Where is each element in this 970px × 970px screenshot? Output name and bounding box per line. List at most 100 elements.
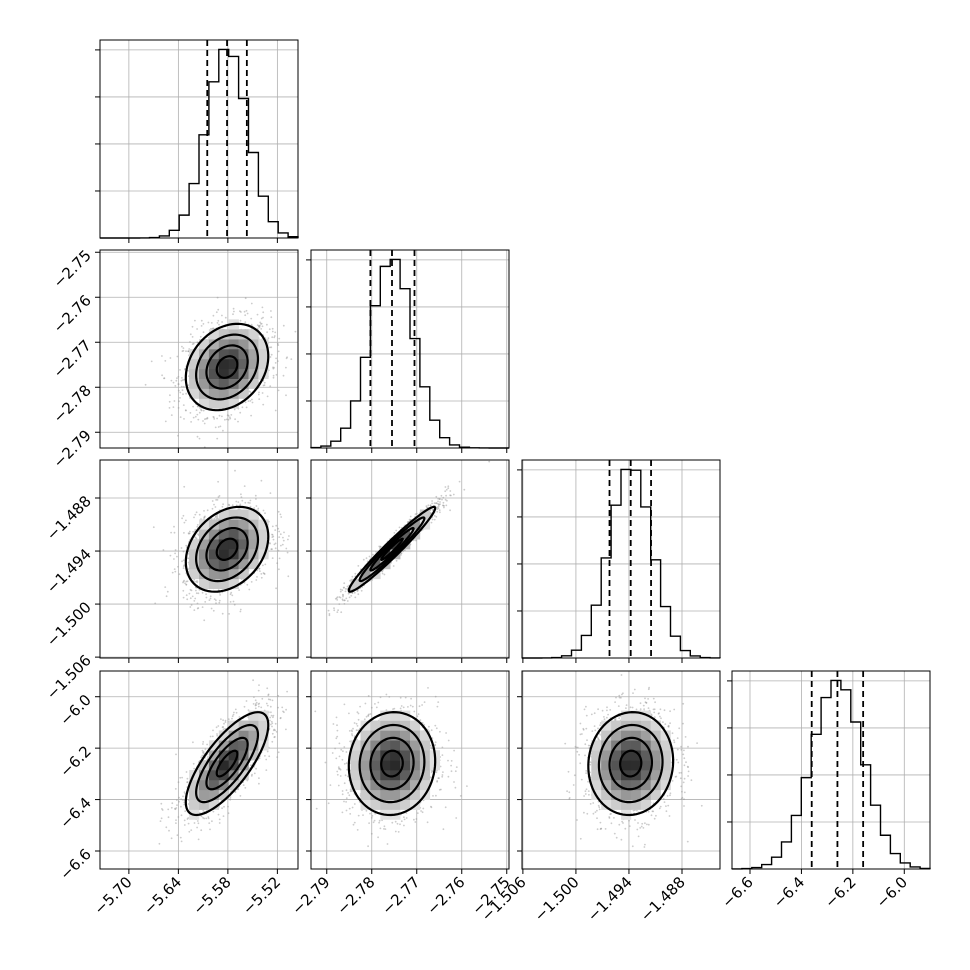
scatter-point xyxy=(244,401,247,404)
scatter-point xyxy=(191,336,194,338)
scatter-point xyxy=(255,505,258,507)
scatter-point xyxy=(215,602,217,605)
scatter-point xyxy=(277,344,280,346)
y-tick-label: −2.78 xyxy=(50,381,95,426)
scatter-point xyxy=(275,587,277,590)
scatter-point xyxy=(178,796,180,799)
scatter-point xyxy=(189,341,191,343)
scatter-point xyxy=(348,596,351,599)
density-cell xyxy=(199,539,210,550)
density-cell xyxy=(218,519,229,530)
density-cell xyxy=(218,388,229,399)
density-layer xyxy=(100,460,298,658)
scatter-point xyxy=(241,499,244,502)
scatter-point xyxy=(256,313,259,316)
scatter-point xyxy=(265,769,268,771)
scatter-point xyxy=(212,416,215,418)
contour-line xyxy=(205,526,249,572)
density-cell xyxy=(360,568,371,580)
density-cell xyxy=(238,388,249,399)
scatter-point xyxy=(435,515,438,518)
scatter-point xyxy=(165,595,168,598)
scatter-point xyxy=(218,601,221,604)
scatter-point xyxy=(232,600,235,603)
contour-line xyxy=(184,322,270,412)
scatter-point xyxy=(279,513,282,516)
scatter-point xyxy=(270,316,273,319)
scatter-point xyxy=(197,418,200,421)
scatter-point xyxy=(233,310,235,313)
scatter-point xyxy=(278,536,281,538)
scatter-point xyxy=(194,415,197,418)
scatter-point xyxy=(209,828,211,831)
density-cell xyxy=(419,509,431,520)
scatter-point xyxy=(216,296,219,299)
scatter-point xyxy=(275,524,278,527)
scatter-point xyxy=(270,353,273,356)
density-cell xyxy=(238,358,249,370)
density-cell xyxy=(248,539,259,550)
scatter-point xyxy=(269,385,272,388)
scatter-point xyxy=(219,594,222,596)
scatter-point xyxy=(179,416,182,418)
scatter-point xyxy=(216,499,219,501)
scatter-point xyxy=(277,350,280,353)
scatter-point xyxy=(193,609,196,611)
scatter-point xyxy=(168,400,171,403)
scatter-point xyxy=(241,406,244,409)
scatter-point xyxy=(334,597,337,600)
scatter-point xyxy=(274,529,277,531)
density-cell xyxy=(208,529,220,540)
scatter-point xyxy=(222,429,224,432)
scatter-point xyxy=(182,565,185,568)
scatter-point xyxy=(182,385,185,388)
density-cell xyxy=(199,358,210,370)
scatter-point xyxy=(197,592,200,595)
scatter-point xyxy=(182,559,185,562)
scatter-point xyxy=(287,538,289,541)
scatter-point xyxy=(260,328,263,330)
scatter-point xyxy=(270,714,273,717)
scatter-point xyxy=(343,599,346,602)
scatter-point xyxy=(341,589,344,591)
scatter-point xyxy=(280,544,282,547)
scatter-point xyxy=(189,597,192,600)
scatter-point xyxy=(257,507,260,510)
scatter-point xyxy=(261,306,264,309)
scatter-point xyxy=(181,776,184,779)
scatter-point xyxy=(273,366,275,369)
scatter-point xyxy=(217,319,220,322)
scatter-point xyxy=(269,542,271,545)
histogram-panel-3 xyxy=(517,459,721,663)
density-cell xyxy=(248,378,259,389)
scatter-point xyxy=(196,602,199,605)
scatter-point xyxy=(240,493,242,496)
scatter-point xyxy=(342,586,345,589)
scatter-point xyxy=(222,728,225,731)
scatter-point xyxy=(327,609,330,612)
scatter-point xyxy=(181,560,183,563)
scatter-point xyxy=(187,350,190,353)
scatter-point xyxy=(266,331,268,334)
scatter-point xyxy=(193,600,196,602)
scatter-point xyxy=(189,606,192,608)
scatter-point xyxy=(247,501,250,504)
scatter-point xyxy=(431,502,433,505)
scatter-point xyxy=(177,375,180,378)
scatter-panel-3-2 xyxy=(306,459,510,663)
scatter-point xyxy=(213,503,215,506)
histogram-panel-4: −6.6 −6.4 −6.2 −6.0 xyxy=(718,670,931,912)
scatter-point xyxy=(177,389,180,392)
scatter-point xyxy=(266,395,269,398)
scatter-point xyxy=(276,360,279,362)
scatter-point xyxy=(208,599,211,601)
scatter-point xyxy=(269,492,272,494)
y-tick-label: −2.75 xyxy=(50,246,95,291)
scatter-point xyxy=(216,322,219,324)
scatter-point xyxy=(210,607,213,610)
scatter-point xyxy=(178,400,180,403)
scatter-point xyxy=(174,549,177,551)
contour-line xyxy=(195,333,260,401)
scatter-point xyxy=(198,588,201,591)
scatter-point xyxy=(203,510,205,512)
